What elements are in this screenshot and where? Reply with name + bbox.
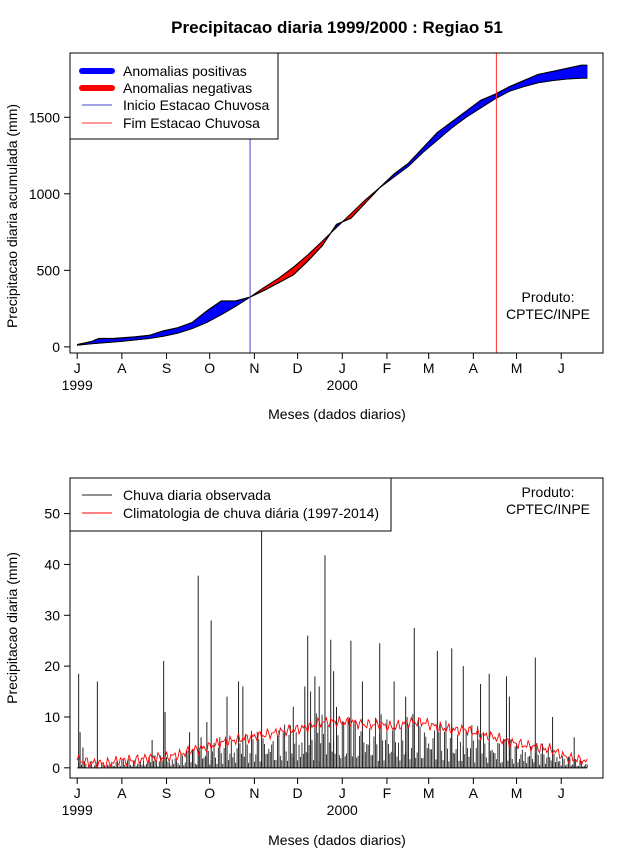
- y-tick-label: 0: [52, 760, 60, 776]
- y-axis: 0 10 20 30 40 50: [44, 506, 71, 776]
- credit-line-1: Produto:: [522, 484, 575, 500]
- climatology-daily-line: [76, 715, 588, 770]
- x-axis-label: Meses (dados diarios): [268, 832, 406, 848]
- x-tick-label: M: [511, 360, 523, 376]
- observed-rain-bars: [77, 523, 588, 769]
- x-axis-label: Meses (dados diarios): [268, 406, 406, 422]
- y-axis-label: Precipitacao diaria (mm): [4, 552, 20, 704]
- x-tick-label: A: [469, 785, 479, 801]
- y-tick-label: 500: [37, 262, 61, 278]
- x-tick-label: D: [293, 360, 303, 376]
- x-tick-label: J: [558, 785, 565, 801]
- y-axis: 0 500 1000 1500: [29, 109, 71, 355]
- climatology-lines: [76, 715, 588, 770]
- x-tick-label: M: [511, 785, 523, 801]
- credit-line-2: CPTEC/INPE: [506, 501, 590, 517]
- y-tick-label: 1000: [29, 186, 60, 202]
- x-tick-label: A: [469, 360, 479, 376]
- x-tick-label: A: [117, 785, 127, 801]
- x-tick-label: S: [162, 785, 171, 801]
- x-tick-label: J: [74, 360, 81, 376]
- x-tick-label: A: [117, 360, 127, 376]
- y-tick-label: 30: [44, 607, 60, 623]
- year-label: 2000: [327, 802, 358, 818]
- x-tick-label: O: [204, 785, 215, 801]
- legend-label-observed: Chuva diaria observada: [123, 487, 271, 503]
- y-tick-label: 0: [52, 339, 60, 355]
- x-tick-label: D: [293, 785, 303, 801]
- x-tick-label: J: [74, 785, 81, 801]
- y-tick-label: 1500: [29, 109, 60, 125]
- legend: Chuva diaria observada Climatologia de c…: [69, 477, 392, 532]
- year-label: 2000: [327, 377, 358, 393]
- x-tick-label: S: [162, 360, 171, 376]
- credit-line-1: Produto:: [522, 289, 575, 305]
- legend-label-negative: Anomalias negativas: [123, 80, 252, 96]
- x-tick-label: N: [249, 785, 259, 801]
- x-tick-label: O: [204, 360, 215, 376]
- x-tick-label: J: [558, 360, 565, 376]
- x-tick-label: F: [383, 360, 392, 376]
- x-tick-label: F: [383, 785, 392, 801]
- legend-label-onset: Inicio Estacao Chuvosa: [123, 97, 270, 113]
- legend-label-end: Fim Estacao Chuvosa: [123, 115, 260, 131]
- y-tick-label: 40: [44, 556, 60, 572]
- year-label: 1999: [62, 802, 93, 818]
- x-tick-label: J: [339, 785, 346, 801]
- year-label: 1999: [62, 377, 93, 393]
- chart-title: Precipitacao diaria 1999/2000 : Regiao 5…: [171, 18, 503, 37]
- credit-line-2: CPTEC/INPE: [506, 306, 590, 322]
- legend-label-climatology: Climatologia de chuva diária (1997-2014): [123, 505, 379, 521]
- x-tick-label: M: [423, 360, 435, 376]
- legend: Anomalias positivas Anomalias negativas …: [69, 52, 279, 140]
- y-tick-label: 10: [44, 709, 60, 725]
- legend-label-positive: Anomalias positivas: [123, 63, 247, 79]
- positive-anomaly-fill: [585, 64, 588, 79]
- x-tick-label: M: [423, 785, 435, 801]
- legend-box: [69, 52, 279, 140]
- observed-cumulative-line: [77, 64, 588, 346]
- y-tick-label: 20: [44, 658, 60, 674]
- climatology-cumulative-line: [77, 77, 588, 346]
- x-tick-label: J: [339, 360, 346, 376]
- y-tick-label: 50: [44, 506, 60, 522]
- legend-box: [69, 477, 392, 532]
- y-axis-label: Precipitacao diaria acumulada (mm): [4, 104, 20, 328]
- x-tick-label: N: [249, 360, 259, 376]
